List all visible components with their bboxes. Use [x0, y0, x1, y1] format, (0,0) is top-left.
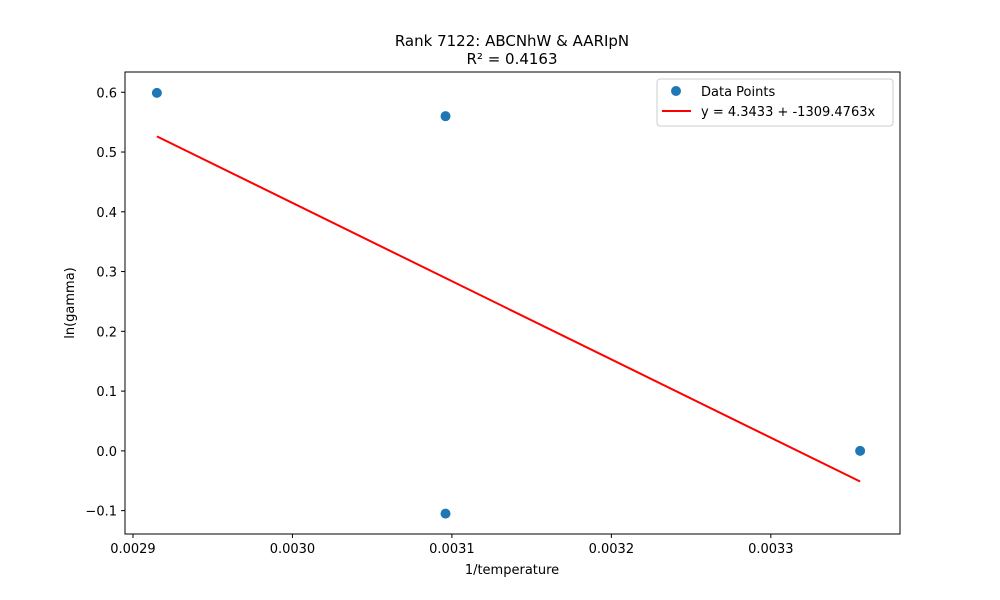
fit-line — [156, 135, 861, 483]
x-tick-label: 0.0030 — [270, 542, 316, 557]
x-tick-label: 0.0031 — [429, 542, 475, 557]
chart-subtitle-r2: R² = 0.4163 — [466, 50, 557, 68]
plot-area-frame — [124, 71, 901, 535]
y-tick-label: 0.6 — [96, 86, 117, 101]
chart-title: Rank 7122: ABCNhW & AARIpN — [395, 32, 629, 50]
data-point — [855, 445, 866, 456]
y-tick-label: 0.2 — [96, 325, 117, 340]
y-tick-label: 0.0 — [96, 445, 117, 460]
x-tick-label: 0.0032 — [589, 542, 635, 557]
y-tick-label: 0.4 — [96, 206, 117, 221]
data-point — [440, 111, 451, 122]
legend-label-data-points: Data Points — [701, 85, 775, 100]
x-tick-label: 0.0033 — [748, 542, 794, 557]
y-axis-label: ln(gamma) — [63, 267, 78, 339]
plot-content — [151, 87, 866, 519]
y-tick-label: 0.3 — [96, 266, 117, 281]
legend-label-fit-line: y = 4.3433 + -1309.4763x — [701, 105, 875, 120]
y-tick-label: −0.1 — [85, 505, 117, 520]
y-tick-label: 0.5 — [96, 146, 117, 161]
x-axis-label: 1/temperature — [465, 563, 559, 578]
x-tick-label: 0.0029 — [110, 542, 156, 557]
x-axis-ticks: 0.0029 0.0030 0.0031 0.0032 0.0033 — [110, 534, 794, 557]
legend-marker-data-points — [671, 86, 681, 96]
legend: Data Points y = 4.3433 + -1309.4763x — [656, 78, 894, 127]
y-axis-ticks: −0.1 0.0 0.1 0.2 0.3 0.4 0.5 0.6 — [85, 86, 125, 520]
y-tick-label: 0.1 — [96, 385, 117, 400]
data-point — [151, 87, 162, 98]
legend-box — [656, 78, 894, 127]
data-point — [440, 508, 451, 519]
